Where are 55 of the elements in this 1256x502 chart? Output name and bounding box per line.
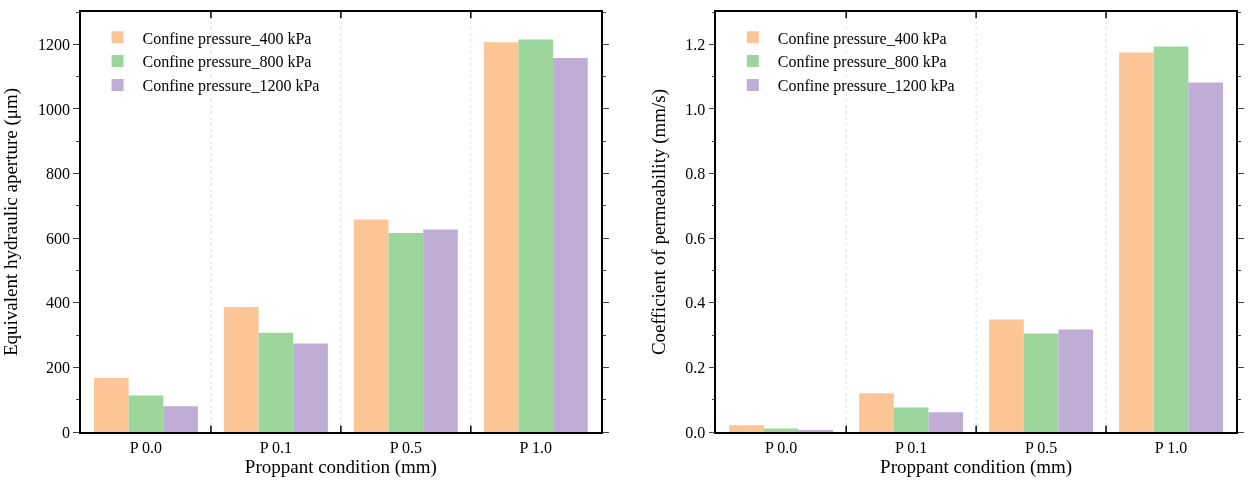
bar (928, 412, 964, 432)
x-axis-title: Proppant condition (mm) (244, 455, 437, 478)
bar (553, 57, 588, 432)
bar (483, 42, 519, 432)
legend-label: Confine pressure_1200 kPa (142, 77, 320, 96)
legend-label: Confine pressure_400 kPa (142, 29, 312, 48)
bar (1058, 329, 1094, 432)
legend-label: Confine pressure_1200 kPa (777, 77, 955, 96)
y-tick-label: 1.0 (685, 100, 706, 118)
bar (388, 232, 424, 432)
x-tick-label: P 1.0 (519, 438, 552, 456)
bar (1023, 333, 1059, 432)
y-tick-label: 1.2 (685, 35, 706, 53)
bar (763, 428, 799, 432)
x-tick-label: P 0.0 (765, 438, 798, 456)
bar (423, 229, 458, 432)
y-axis-title: Coefficient of permeability (mm/s) (647, 88, 670, 356)
y-axis-title: Equivalent hydraulic aperture (μm) (0, 87, 23, 357)
x-tick-label: P 1.0 (1154, 438, 1188, 456)
bar (128, 395, 164, 432)
y-tick-label: 0.6 (685, 229, 706, 247)
y-tick-label: 0.4 (685, 294, 706, 312)
bar (1153, 46, 1189, 432)
legend-label: Confine pressure_800 kPa (777, 53, 947, 72)
bar (859, 393, 894, 432)
bar (163, 406, 198, 432)
x-tick-label: P 0.0 (129, 438, 163, 456)
bar (893, 407, 929, 432)
bar (223, 306, 259, 432)
bar (1188, 82, 1224, 432)
bar (93, 378, 129, 432)
x-axis-title: Proppant condition (mm) (880, 455, 1073, 478)
legend-label: Confine pressure_800 kPa (142, 53, 312, 72)
x-tick-label: P 0.1 (259, 438, 293, 456)
y-tick-label: 800 (46, 165, 71, 183)
bar (1119, 52, 1154, 432)
y-tick-label: 0.0 (685, 423, 706, 441)
y-tick-label: 0 (62, 423, 71, 441)
x-tick-label: P 0.1 (895, 438, 928, 456)
x-tick-label: P 0.5 (1024, 438, 1058, 456)
y-tick-label: 0.8 (685, 165, 706, 183)
y-tick-label: 1000 (38, 100, 71, 118)
y-tick-label: 0.2 (685, 358, 706, 376)
bar (258, 332, 294, 432)
bar (989, 319, 1024, 432)
y-tick-label: 400 (46, 294, 71, 312)
y-tick-label: 200 (46, 358, 71, 376)
y-tick-label: 1200 (38, 35, 71, 53)
bar (353, 219, 389, 432)
bar (293, 343, 328, 432)
bar (518, 39, 554, 432)
y-tick-label: 600 (46, 229, 71, 247)
bar (729, 425, 764, 432)
legend-label: Confine pressure_400 kPa (777, 29, 947, 48)
x-tick-label: P 0.5 (389, 438, 422, 456)
